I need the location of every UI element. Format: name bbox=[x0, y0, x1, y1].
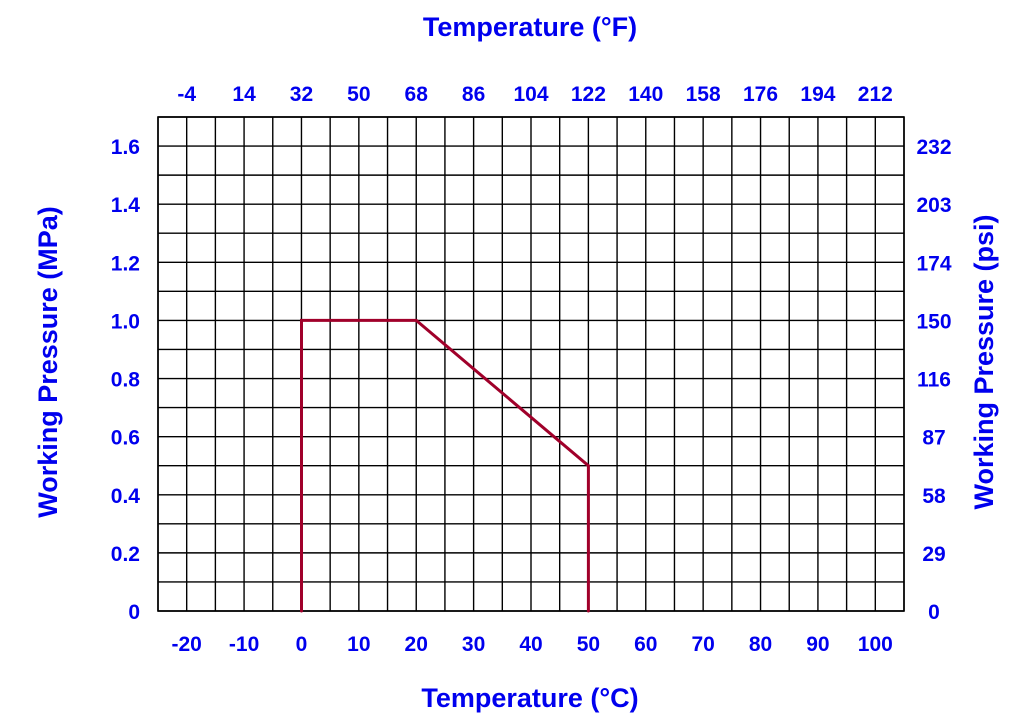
y-left-tick-label: 1.2 bbox=[111, 252, 140, 275]
x-bottom-tick-label: 90 bbox=[806, 633, 829, 656]
series-point bbox=[414, 318, 418, 322]
x-top-tick-label: 104 bbox=[513, 83, 548, 106]
y-right-tick-label: 87 bbox=[922, 427, 945, 450]
x-bottom-tick-label: 70 bbox=[691, 633, 714, 656]
tick-labels: -20 -10 0 10 20 30 40 50 60 70 80 90 100-4 14 32 50 68 86… bbox=[111, 83, 952, 656]
x-bottom-tick-label: 60 bbox=[634, 633, 657, 656]
x-bottom-tick-label: 20 bbox=[405, 633, 428, 656]
y-left-tick-label: 0.6 bbox=[111, 427, 140, 450]
x-top-axis-title: Temperature (°F) bbox=[423, 12, 637, 42]
series-point bbox=[586, 609, 590, 613]
y-right-tick-label: 0 bbox=[928, 601, 940, 624]
series-point bbox=[586, 464, 590, 468]
x-bottom-tick-label: 0 bbox=[296, 633, 308, 656]
y-left-axis-title: Working Pressure (MPa) bbox=[33, 206, 63, 518]
y-left-tick-label: 0.4 bbox=[111, 485, 141, 508]
y-right-tick-label: 116 bbox=[917, 369, 951, 392]
y-right-axis-title: Working Pressure (psi) bbox=[969, 214, 999, 509]
series-point bbox=[299, 609, 303, 613]
plot-frame bbox=[157, 116, 905, 612]
x-bottom-tick-label: -10 bbox=[229, 633, 259, 656]
x-bottom-axis-title: Temperature (°C) bbox=[421, 683, 638, 713]
x-bottom-tick-label: 40 bbox=[519, 633, 542, 656]
x-bottom-tick-label: 100 bbox=[858, 633, 893, 656]
y-left-tick-label: 0.8 bbox=[111, 369, 141, 392]
y-right-tick-label: 203 bbox=[916, 194, 951, 217]
y-left-tick-label: 0 bbox=[128, 601, 140, 624]
x-top-tick-label: -4 bbox=[177, 83, 196, 106]
x-top-tick-label: 32 bbox=[290, 83, 313, 106]
grid bbox=[157, 116, 905, 612]
x-bottom-tick-label: 10 bbox=[347, 633, 370, 656]
y-left-tick-label: 1.4 bbox=[111, 194, 141, 217]
series-point bbox=[299, 318, 303, 322]
y-right-tick-label: 174 bbox=[916, 252, 951, 275]
x-top-tick-label: 212 bbox=[858, 83, 893, 106]
x-bottom-tick-label: 50 bbox=[577, 633, 600, 656]
y-right-tick-label: 150 bbox=[916, 310, 951, 333]
x-top-tick-label: 176 bbox=[743, 83, 778, 106]
x-top-tick-label: 50 bbox=[347, 83, 370, 106]
x-top-tick-label: 68 bbox=[405, 83, 429, 106]
y-left-tick-label: 1.6 bbox=[111, 136, 140, 159]
y-left-tick-label: 1.0 bbox=[111, 310, 140, 333]
x-top-tick-label: 158 bbox=[686, 83, 721, 106]
x-top-tick-label: 194 bbox=[800, 83, 835, 106]
x-top-tick-label: 122 bbox=[571, 83, 606, 106]
y-left-tick-label: 0.2 bbox=[111, 543, 140, 566]
x-bottom-tick-label: 80 bbox=[749, 633, 772, 656]
y-right-tick-label: 232 bbox=[916, 136, 951, 159]
y-right-tick-label: 29 bbox=[922, 543, 945, 566]
y-right-tick-label: 58 bbox=[922, 485, 946, 508]
series-layer bbox=[299, 318, 590, 613]
x-bottom-tick-label: 30 bbox=[462, 633, 485, 656]
x-top-tick-label: 86 bbox=[462, 83, 485, 106]
x-top-tick-label: 140 bbox=[628, 83, 663, 106]
x-bottom-tick-label: -20 bbox=[172, 633, 202, 656]
x-top-tick-label: 14 bbox=[232, 83, 256, 106]
